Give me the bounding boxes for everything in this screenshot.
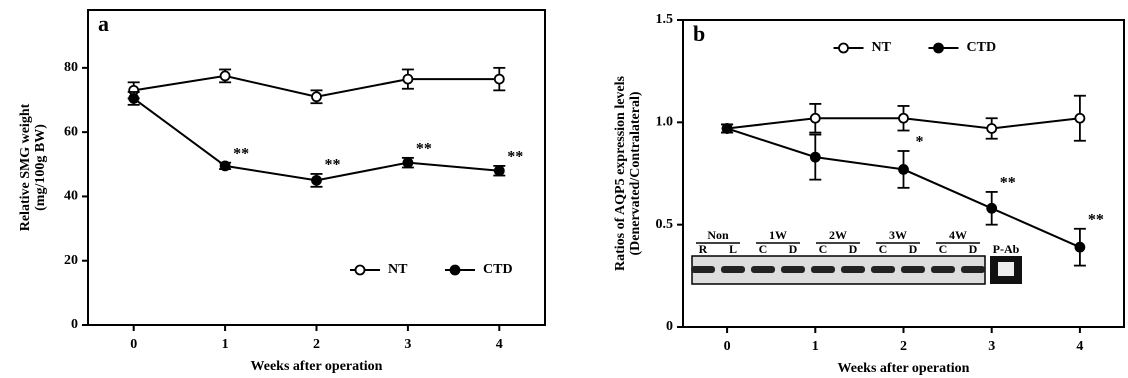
data-point xyxy=(811,114,820,123)
data-point xyxy=(987,204,996,213)
inset-lane-label: D xyxy=(909,242,918,256)
inset-control-label: P-Ab xyxy=(993,242,1020,256)
x-tick-label: 0 xyxy=(724,339,731,354)
y-tick-label: 0 xyxy=(666,319,673,334)
data-point xyxy=(129,94,138,103)
inset-lane-label: R xyxy=(699,242,708,256)
data-point xyxy=(811,153,820,162)
data-point xyxy=(403,75,412,84)
data-point xyxy=(312,92,321,101)
y-tick-label: 1.5 xyxy=(656,12,674,27)
inset-group-label: 2W xyxy=(829,228,847,242)
plot-frame xyxy=(88,10,545,325)
data-point xyxy=(495,166,504,175)
series-line xyxy=(134,98,500,180)
y-axis-label: Ratios of AQP5 expression levels(Denerva… xyxy=(613,75,643,271)
y-tick-label: 80 xyxy=(64,60,78,75)
legend-label: NT xyxy=(388,262,408,277)
data-point xyxy=(723,124,732,133)
significance-mark: ** xyxy=(507,149,523,166)
inset-band xyxy=(811,266,835,273)
x-axis-label: Weeks after operation xyxy=(251,359,383,374)
x-axis-label: Weeks after operation xyxy=(838,361,970,376)
data-point xyxy=(1075,114,1084,123)
inset-lane-label: C xyxy=(939,242,948,256)
legend-label: CTD xyxy=(483,262,513,277)
y-tick-label: 0 xyxy=(71,317,78,332)
x-tick-label: 4 xyxy=(496,337,503,352)
data-point xyxy=(987,124,996,133)
inset-lane-label: L xyxy=(729,242,737,256)
data-point xyxy=(899,165,908,174)
inset-group-label: Non xyxy=(707,228,729,242)
data-point xyxy=(899,114,908,123)
legend-label: CTD xyxy=(967,40,997,55)
inset-group-label: 3W xyxy=(889,228,907,242)
data-point xyxy=(312,176,321,185)
x-tick-label: 1 xyxy=(222,337,229,352)
significance-mark: ** xyxy=(416,141,432,158)
y-axis-label: Relative SMG weight(mg/100g BW) xyxy=(18,103,48,231)
inset-group-label: 1W xyxy=(769,228,787,242)
y-axis-label-line: Ratios of AQP5 expression levels xyxy=(613,75,628,271)
inset-band xyxy=(961,266,985,273)
inset-band xyxy=(751,266,775,273)
y-axis-label-line: (Denervated/Contralateral) xyxy=(628,91,643,255)
data-point xyxy=(403,158,412,167)
panel-label: b xyxy=(693,21,705,46)
significance-mark: ** xyxy=(233,145,249,162)
inset-lane-label: C xyxy=(879,242,888,256)
data-point xyxy=(495,75,504,84)
data-point xyxy=(221,71,230,80)
x-tick-label: 3 xyxy=(404,337,411,352)
panel-label: a xyxy=(98,11,109,36)
significance-mark: * xyxy=(916,134,924,151)
legend-marker xyxy=(451,266,460,275)
x-tick-label: 3 xyxy=(988,339,995,354)
inset-band xyxy=(781,266,805,273)
figure: a02040608001234Weeks after operationRela… xyxy=(0,0,1128,378)
y-tick-label: 60 xyxy=(64,124,78,139)
inset-lane-label: C xyxy=(819,242,828,256)
y-tick-label: 40 xyxy=(64,189,78,204)
inset-lane-label: C xyxy=(759,242,768,256)
y-axis-label-line: Relative SMG weight xyxy=(18,103,33,231)
legend-marker xyxy=(839,44,848,53)
inset-lane-label: D xyxy=(849,242,858,256)
inset-band xyxy=(721,266,745,273)
inset-band xyxy=(871,266,895,273)
data-point xyxy=(221,161,230,170)
x-tick-label: 2 xyxy=(313,337,320,352)
significance-mark: ** xyxy=(1000,175,1016,192)
x-tick-label: 4 xyxy=(1076,339,1083,354)
inset-lane-label: D xyxy=(969,242,978,256)
x-tick-label: 1 xyxy=(812,339,819,354)
inset-control-band xyxy=(998,262,1014,276)
inset-band xyxy=(691,266,715,273)
y-axis-label-line: (mg/100g BW) xyxy=(33,124,48,211)
data-point xyxy=(1075,243,1084,252)
inset-band xyxy=(931,266,955,273)
significance-mark: ** xyxy=(325,157,341,174)
y-tick-label: 0.5 xyxy=(656,217,674,232)
legend-marker xyxy=(934,44,943,53)
x-tick-label: 2 xyxy=(900,339,907,354)
legend-marker xyxy=(356,266,365,275)
significance-mark: ** xyxy=(1088,211,1104,228)
inset-lane-label: D xyxy=(789,242,798,256)
inset-group-label: 4W xyxy=(949,228,967,242)
inset-band xyxy=(901,266,925,273)
x-tick-label: 0 xyxy=(130,337,137,352)
y-tick-label: 20 xyxy=(64,253,78,268)
inset-band xyxy=(841,266,865,273)
y-tick-label: 1.0 xyxy=(656,115,674,130)
legend-label: NT xyxy=(872,40,892,55)
